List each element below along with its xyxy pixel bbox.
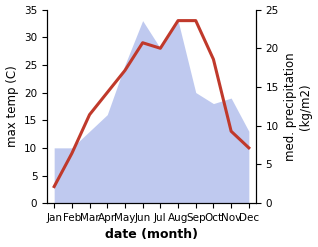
Y-axis label: max temp (C): max temp (C) — [5, 65, 18, 147]
X-axis label: date (month): date (month) — [105, 228, 198, 242]
Y-axis label: med. precipitation
(kg/m2): med. precipitation (kg/m2) — [284, 52, 313, 161]
